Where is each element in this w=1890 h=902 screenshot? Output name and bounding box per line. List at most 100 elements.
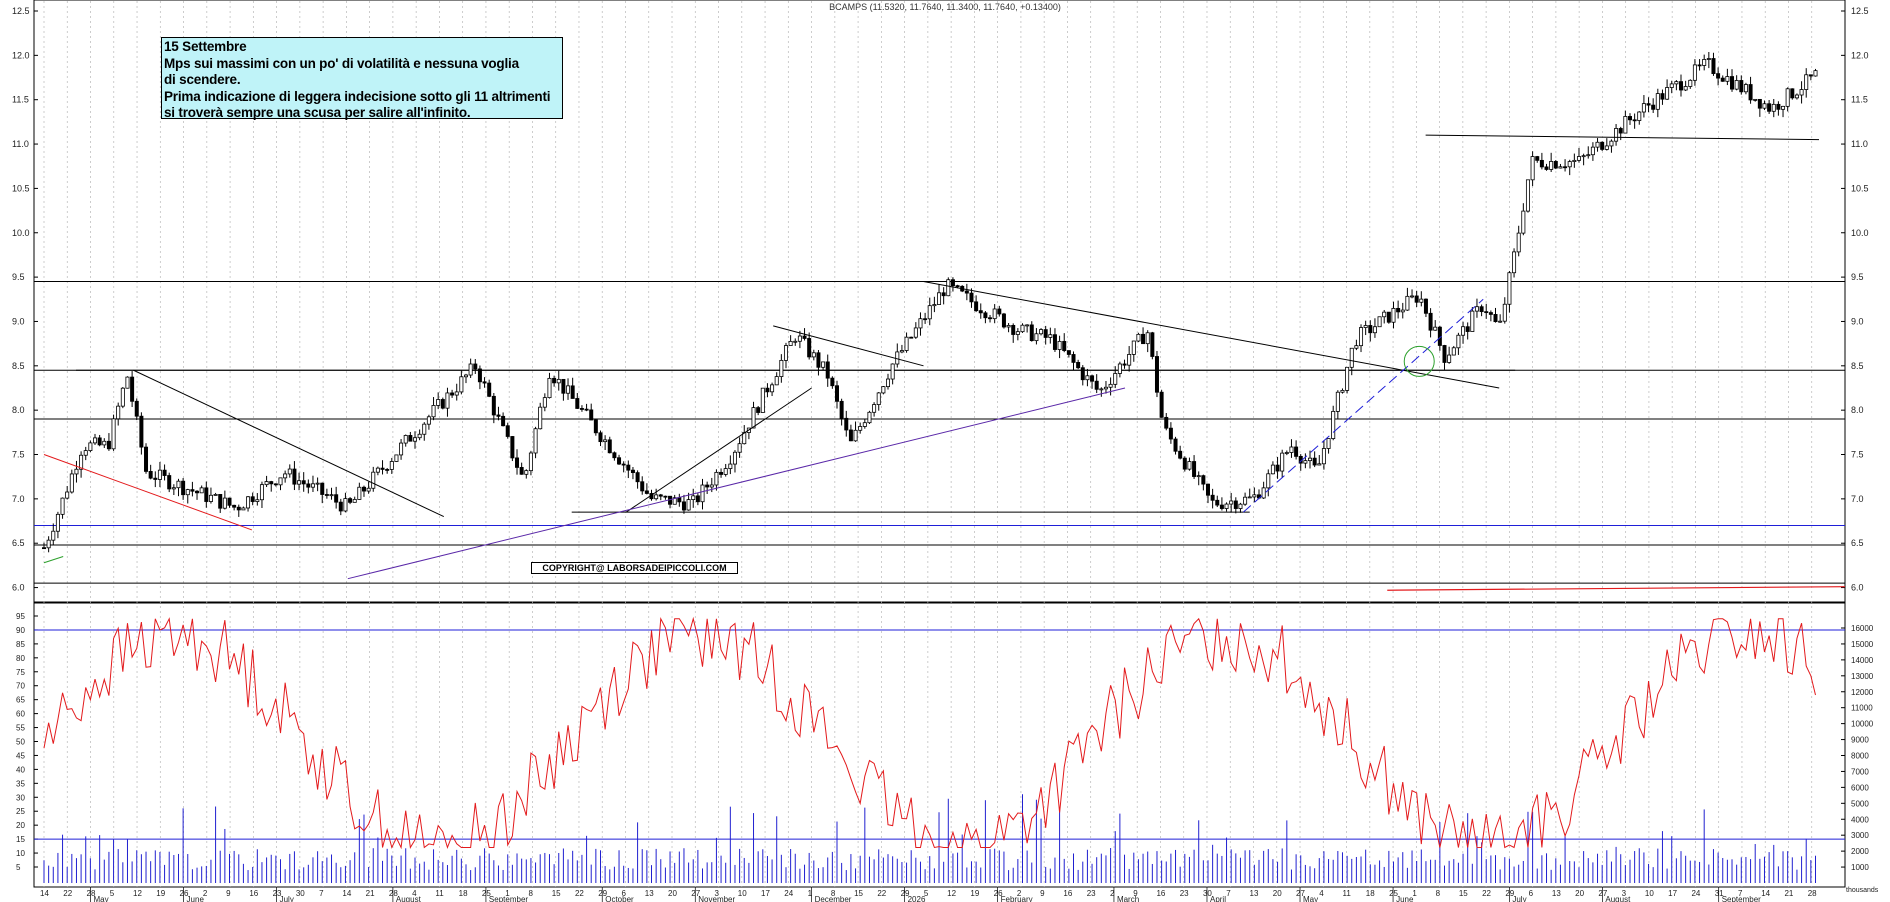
candle-body [1646,103,1651,106]
candle-body [1544,166,1549,170]
x-tick-day: 11 [435,889,444,898]
trendline [43,454,253,531]
candle-body [1516,232,1521,253]
x-tick-day: 12 [133,889,142,898]
candle-body [394,454,399,462]
trendline [625,387,812,513]
candle-body [1665,87,1670,100]
x-tick-day: 2 [203,889,208,898]
x-tick-day: 20 [668,889,677,898]
candle-body [440,399,445,409]
y-tick-right: 12.0 [1851,50,1869,60]
oscillator-y-tick: 20 [16,821,25,830]
candle-body [97,437,102,446]
candle-body [1386,311,1391,323]
volume-y-tick: 2000 [1851,847,1869,856]
x-tick-month: July [280,895,294,902]
y-tick-right: 7.5 [1851,450,1864,460]
y-tick-left: 11.5 [12,95,29,105]
candle-body [1108,383,1113,388]
y-tick-left: 6.5 [12,538,25,548]
x-tick-day: 2 [1110,889,1115,898]
candle-body [1340,389,1345,393]
candle-body [890,363,895,380]
candle-body [950,279,955,287]
candle-body [1238,503,1243,509]
price-panel-frame [33,0,1846,603]
y-tick-right: 6.5 [1851,538,1864,548]
trendline [133,369,444,518]
oscillator-y-tick: 45 [16,751,25,760]
candle-body [1804,74,1809,90]
candle-body [640,481,645,492]
oscillator-y-tick: 10 [16,849,25,858]
oscillator-y-tick: 70 [16,682,25,691]
candle-body [756,407,761,413]
candle-body [765,387,770,393]
candle-body [732,451,737,465]
candle-body [695,495,700,503]
candle-body [1252,494,1257,498]
volume-y-tick: 12000 [1851,688,1874,697]
x-tick-day: 17 [761,889,770,898]
candle-body [1391,307,1396,323]
x-tick-day: 15 [552,889,561,898]
candle-body [844,417,849,431]
annotation-box: 15 Settembre Mps sui massimi con un po' … [161,37,563,120]
x-tick-day: 11 [1343,889,1352,898]
candle-body [681,501,686,511]
note-line-3: di scendere. [164,72,241,87]
y-tick-left: 9.5 [12,272,25,282]
candle-body [1674,81,1679,85]
x-tick-day: 7 [1738,889,1743,898]
candle-body [1270,464,1275,475]
x-tick-day: 26 [994,889,1003,898]
oscillator-y-tick: 60 [16,710,25,719]
candle-body [1090,375,1095,382]
candle-body [501,415,506,427]
candle-body [1479,306,1484,313]
x-tick-day: 16 [249,889,258,898]
candle-body [1688,79,1693,87]
x-tick-day: 9 [1040,889,1045,898]
candle-body [1020,324,1025,333]
candle-body [1094,380,1099,390]
y-tick-left: 10.5 [12,183,30,193]
candle-body [1011,325,1016,335]
candle-body [1266,473,1271,489]
y-tick-left: 11.0 [12,139,29,149]
x-tick-month: September [1722,895,1761,902]
candle-body [93,437,98,444]
x-tick-day: 12 [947,889,956,898]
candle-body [477,368,482,383]
x-tick-day: 23 [1087,889,1096,898]
candle-body [1623,116,1628,134]
candle-body [171,487,176,490]
x-tick-day: 28 [389,889,398,898]
candle-body [1716,73,1721,79]
candle-body [1586,154,1591,157]
candle-body [283,473,288,479]
candle-body [255,499,260,502]
candle-body [1131,340,1136,355]
candle-body [630,469,635,474]
candle-body [334,494,339,503]
x-tick-day: 28 [87,889,96,898]
candle-body [923,318,928,321]
candle-body [515,457,520,468]
candle-body [918,318,923,329]
candle-body [1743,84,1748,93]
candle-body [946,279,951,297]
candle-body [1419,298,1424,303]
candle-body [617,457,622,465]
x-tick-day: 6 [1529,889,1534,898]
x-tick-day: 15 [1459,889,1468,898]
candle-body [927,305,932,320]
candle-body [834,385,839,402]
candle-body [1563,166,1568,169]
oscillator-y-tick: 5 [16,863,21,872]
candle-body [74,468,79,475]
candle-body [273,483,278,486]
candle-body [371,471,376,489]
x-tick-day: 9 [1133,889,1138,898]
